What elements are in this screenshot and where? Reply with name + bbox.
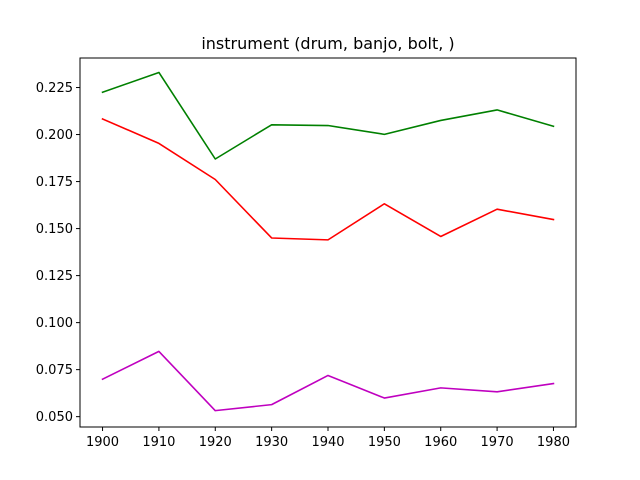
y-axis: 0.050 0.075 0.100 0.125 0.150 0.175 0.200 0.225 bbox=[36, 81, 80, 425]
x-tick-label: 1900 bbox=[86, 435, 119, 450]
x-tick-label: 1920 bbox=[199, 435, 232, 450]
x-tick-label: 1940 bbox=[311, 435, 344, 450]
y-tick-label: 0.200 bbox=[36, 128, 73, 143]
plot-frame bbox=[79, 57, 577, 428]
y-tick-label: 0.150 bbox=[36, 222, 73, 237]
x-tick-label: 1960 bbox=[424, 435, 457, 450]
x-tick-label: 1980 bbox=[537, 435, 570, 450]
series-line-3 bbox=[101, 350, 555, 412]
y-tick-label: 0.125 bbox=[36, 269, 73, 284]
x-tick-label: 1910 bbox=[142, 435, 175, 450]
y-tick-label: 0.100 bbox=[36, 316, 73, 331]
series-line-2 bbox=[101, 117, 555, 241]
y-tick-label: 0.175 bbox=[36, 175, 73, 190]
x-tick-label: 1970 bbox=[481, 435, 514, 450]
x-tick-label: 1930 bbox=[255, 435, 288, 450]
x-tick-label: 1950 bbox=[368, 435, 401, 450]
y-tick-label: 0.225 bbox=[36, 81, 73, 96]
y-tick-label: 0.075 bbox=[36, 363, 73, 378]
x-axis: 1900 1910 1920 1930 1940 1950 1960 1970 1980 bbox=[86, 427, 570, 450]
series-layer bbox=[101, 71, 555, 412]
chart-title: instrument (drum, banjo, bolt, ) bbox=[201, 34, 454, 53]
series-line-1 bbox=[101, 71, 555, 160]
y-tick-label: 0.050 bbox=[36, 410, 73, 425]
